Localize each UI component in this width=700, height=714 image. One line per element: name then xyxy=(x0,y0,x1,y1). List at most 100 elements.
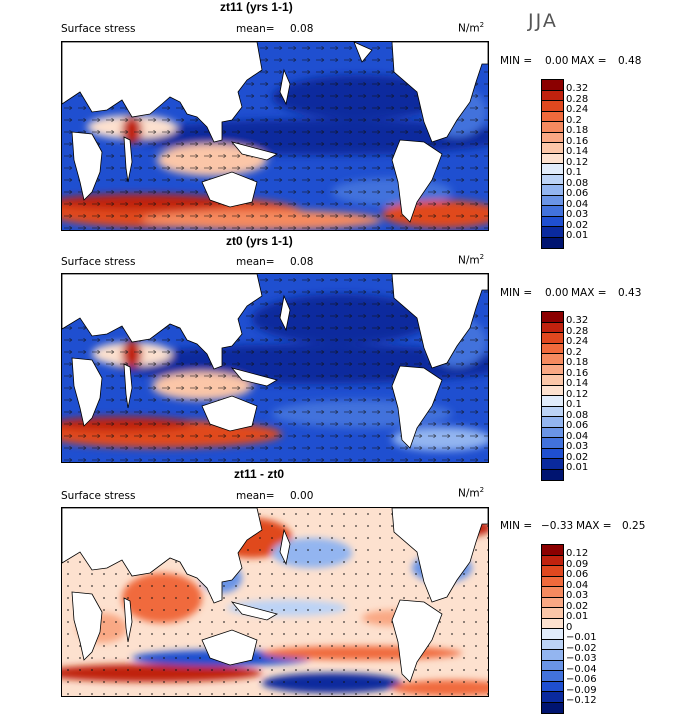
colorbar-tick-label: −0.03 xyxy=(566,653,597,664)
colorbar-swatch xyxy=(542,333,563,344)
colorbar-swatch xyxy=(542,375,563,386)
season-label: JJA xyxy=(528,10,558,32)
colorbar-swatch xyxy=(542,417,563,428)
panel-2-min-label: MIN = xyxy=(500,287,533,299)
panel-3-map xyxy=(61,507,489,697)
colorbar-swatch xyxy=(542,396,563,407)
colorbar-swatch xyxy=(542,438,563,449)
colorbar-swatch xyxy=(542,639,563,650)
colorbar-swatch xyxy=(542,681,563,692)
panel-3-mean-value: 0.00 xyxy=(290,490,314,502)
panel-3-colorbar-labels: 0.12 0.09 0.06 0.04 0.03 0.02 0.01 0 −0.01 −0.02−… xyxy=(566,548,597,707)
colorbar-tick-label: 0.02 xyxy=(566,219,589,231)
colorbar-swatch xyxy=(542,608,563,619)
colorbar-tick-label: 0.18 xyxy=(566,125,589,136)
colorbar-tick-label: 0.06 xyxy=(566,569,589,580)
colorbar-swatch xyxy=(542,597,563,608)
colorbar-tick-label: 0.02 xyxy=(566,600,589,612)
colorbar-swatch xyxy=(542,448,563,459)
panel-1-min-value: 0.00 xyxy=(545,55,569,67)
colorbar-tick-label: 0.06 xyxy=(566,188,589,199)
panel-3-variable: Surface stress xyxy=(61,490,136,502)
panel-1-min-label: MIN = xyxy=(500,55,533,67)
panel-1-units: N/m2 xyxy=(458,21,485,35)
panel-1-colorbar-labels: 0.32 0.28 0.24 0.2 0.18 0.16 0.14 0.12 0.1 0.08 0.… xyxy=(566,83,589,242)
panel-1-max-value: 0.48 xyxy=(618,55,642,67)
colorbar-swatch xyxy=(542,153,563,164)
colorbar-swatch xyxy=(542,216,563,227)
panel-1-field xyxy=(62,42,488,230)
colorbar-swatch xyxy=(542,132,563,143)
panel-3-mean-label: mean= xyxy=(236,490,275,502)
colorbar-tick-label: 0.01 xyxy=(566,462,589,473)
colorbar-tick-label: 0 xyxy=(566,621,573,633)
colorbar-swatch xyxy=(542,322,563,333)
colorbar-tick-label: 0.09 xyxy=(566,558,589,570)
panel-3-min-label: MIN = xyxy=(500,520,533,532)
colorbar-swatch xyxy=(542,111,563,122)
colorbar-tick-label: −0.01 xyxy=(566,632,597,643)
colorbar-swatch xyxy=(542,618,563,629)
colorbar-swatch xyxy=(542,195,563,206)
colorbar-swatch xyxy=(542,629,563,640)
colorbar-tick-label: −0.06 xyxy=(566,674,597,685)
panel-2-title: zt0 (yrs 1-1) xyxy=(226,234,293,248)
colorbar-tick-label: 0.32 xyxy=(566,315,589,326)
colorbar-tick-label: 0.01 xyxy=(566,611,589,622)
colorbar-swatch xyxy=(542,90,563,101)
colorbar-tick-label: 0.16 xyxy=(566,135,589,147)
panel-3-min-value: −0.33 xyxy=(541,520,574,532)
colorbar-swatch xyxy=(542,164,563,175)
colorbar-swatch xyxy=(542,555,563,566)
colorbar-swatch xyxy=(542,650,563,661)
colorbar-swatch xyxy=(542,385,563,396)
colorbar-tick-label: 0.03 xyxy=(566,590,589,601)
colorbar-tick-label: 0.01 xyxy=(566,230,589,241)
colorbar-tick-label: 0.1 xyxy=(566,399,582,410)
colorbar-tick-label: 0.2 xyxy=(566,114,582,126)
colorbar-tick-label: 0.12 xyxy=(566,548,589,559)
colorbar-swatch xyxy=(542,660,563,671)
colorbar-swatch xyxy=(542,227,563,238)
panel-1-colorbar xyxy=(541,79,564,249)
panel-3-colorbar xyxy=(541,544,564,714)
colorbar-swatch xyxy=(542,566,563,577)
colorbar-swatch xyxy=(542,354,563,365)
colorbar-tick-label: 0.04 xyxy=(566,430,589,442)
colorbar-tick-label: 0.04 xyxy=(566,579,589,591)
colorbar-tick-label: 0.18 xyxy=(566,357,589,368)
panel-2-variable: Surface stress xyxy=(61,256,136,268)
panel-2-min-value: 0.00 xyxy=(545,287,569,299)
colorbar-tick-label: 0.1 xyxy=(566,167,582,178)
colorbar-swatch xyxy=(542,671,563,682)
colorbar-swatch xyxy=(542,576,563,587)
panel-2-colorbar xyxy=(541,311,564,481)
colorbar-tick-label: 0.24 xyxy=(566,104,589,115)
panel-2-max-label: MAX = xyxy=(571,287,607,299)
panel-3-max-value: 0.25 xyxy=(622,520,646,532)
colorbar-tick-label: 0.12 xyxy=(566,156,589,168)
colorbar-tick-label: 0.08 xyxy=(566,177,589,189)
panel-1-mean-label: mean= xyxy=(236,23,275,35)
colorbar-swatch xyxy=(542,702,563,713)
panel-1-mean-value: 0.08 xyxy=(290,23,314,35)
panel-2-units: N/m2 xyxy=(458,253,485,267)
colorbar-tick-label: −0.09 xyxy=(566,684,597,696)
colorbar-swatch xyxy=(542,174,563,185)
colorbar-tick-label: 0.14 xyxy=(566,378,589,389)
colorbar-swatch xyxy=(542,185,563,196)
panel-1-variable: Surface stress xyxy=(61,23,136,35)
panel-1-title: zt11 (yrs 1-1) xyxy=(220,0,293,14)
panel-3-title: zt11 - zt0 xyxy=(234,467,285,481)
colorbar-swatch xyxy=(542,237,563,248)
colorbar-swatch xyxy=(542,343,563,354)
colorbar-tick-label: 0.2 xyxy=(566,346,582,358)
colorbar-swatch xyxy=(542,206,563,217)
panel-2-field xyxy=(62,274,488,462)
panel-2-max-value: 0.43 xyxy=(618,287,642,299)
colorbar-swatch xyxy=(542,80,563,91)
colorbar-tick-label: 0.28 xyxy=(566,93,589,105)
colorbar-swatch xyxy=(542,406,563,417)
colorbar-tick-label: 0.08 xyxy=(566,409,589,421)
panel-1-map xyxy=(61,41,489,231)
